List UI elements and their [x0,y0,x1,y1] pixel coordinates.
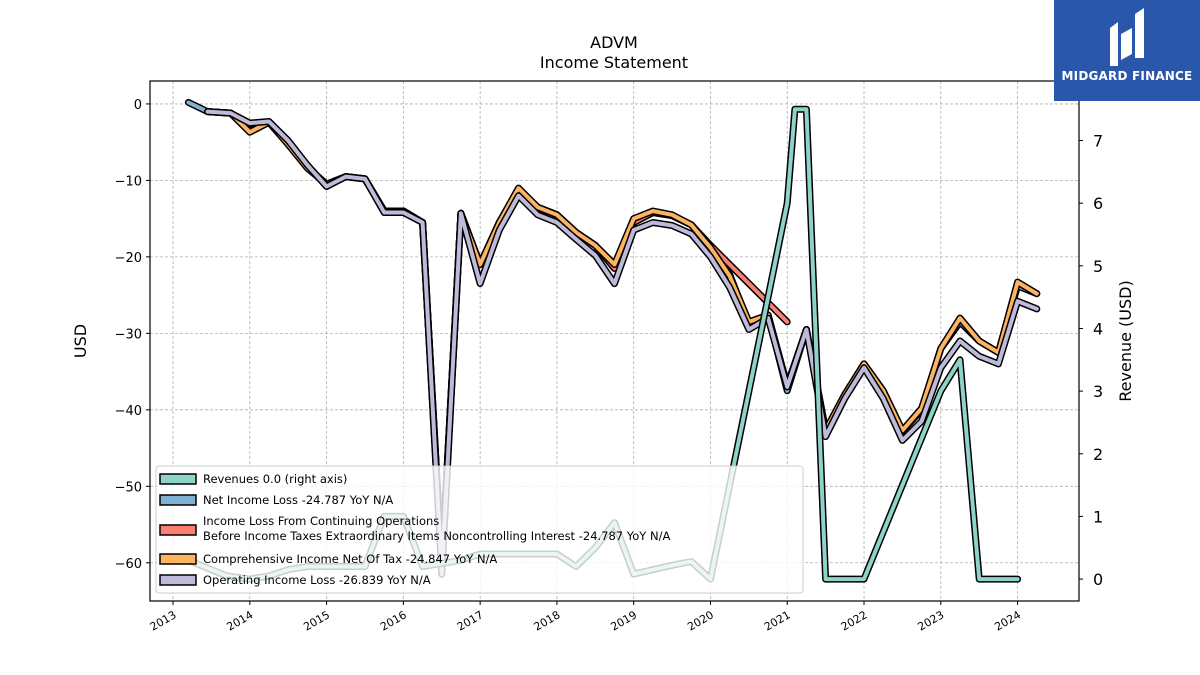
y-right-tick-label: 7 [1093,132,1103,151]
legend-label: Net Income Loss -24.787 YoY N/A [203,493,393,507]
y-left-tick-label: −50 [115,480,142,495]
y-right-tick-label: 4 [1093,319,1103,338]
legend-label: Comprehensive Income Net Of Tax -24.847 … [203,552,497,566]
y-left-tick-label: −40 [115,404,142,419]
y-left-tick-label: −20 [115,251,142,266]
plot-frame [149,80,1080,602]
y-left-tick-label: −60 [115,557,142,572]
chart-title: ADVM [590,33,638,52]
y-right-tick-label: 3 [1093,382,1103,401]
y-right-tick-label: 0 [1093,570,1103,589]
legend-swatch [159,473,197,485]
y-axis-right-label: Revenue (USD) [1116,280,1135,401]
midgard-logo-icon [1110,8,1144,66]
legend-box [155,465,804,594]
legend-swatch [159,553,197,565]
legend-label: Revenues 0.0 (right axis) [203,472,347,486]
y-axis-left-label: USD [71,324,90,358]
y-right-tick-label: 1 [1093,507,1103,526]
y-left-tick-label: −30 [115,327,142,342]
y-left-tick-label: 0 [134,98,142,113]
series-line [205,109,1039,577]
legend-swatch [159,524,197,536]
midgard-finance-logo: MIDGARD FINANCE [1054,0,1200,101]
brand-name: MIDGARD FINANCE [1061,69,1193,83]
legend-label: Operating Income Loss -26.839 YoY N/A [203,573,431,587]
y-right-tick-label: 2 [1093,445,1103,464]
legend: Revenues 0.0 (right axis) Net Income Loss… [155,465,804,594]
legend-swatch [159,574,197,586]
y-right-tick-label: 5 [1093,257,1103,276]
y-right-tick-label: 6 [1093,194,1103,213]
legend-swatch [159,494,197,506]
legend-label: Income Loss From Continuing Operations [203,514,439,528]
legend-label: Before Income Taxes Extraordinary Items … [203,529,670,543]
chart-subtitle: Income Statement [540,53,688,72]
y-left-tick-label: −10 [115,174,142,189]
series-4 [204,108,1041,578]
